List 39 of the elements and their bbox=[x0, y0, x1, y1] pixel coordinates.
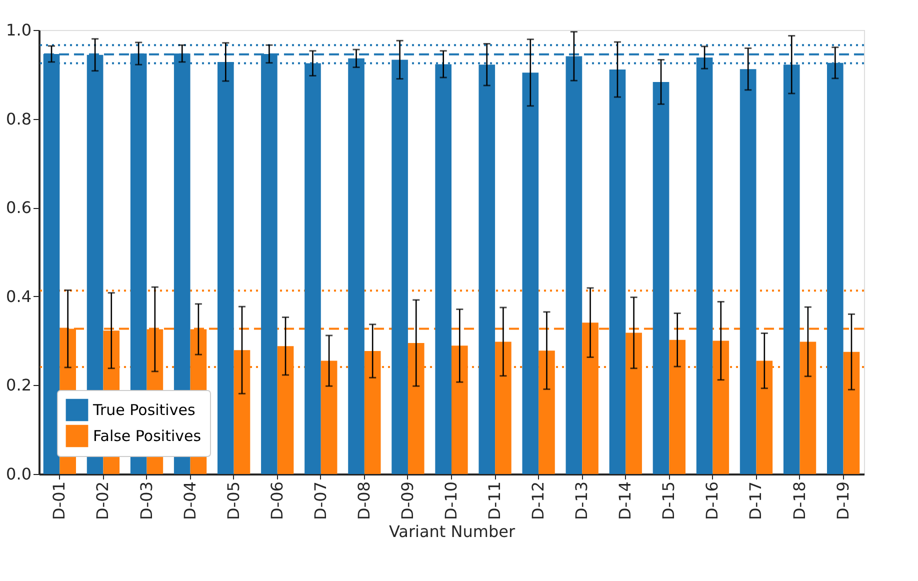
x-tick-label: D-18 bbox=[790, 482, 809, 520]
bar bbox=[609, 70, 626, 474]
x-tick-label: D-06 bbox=[267, 482, 286, 520]
x-tick-label: D-12 bbox=[528, 482, 548, 520]
x-tick-label: D-08 bbox=[354, 482, 374, 520]
x-tick-label: D-02 bbox=[93, 482, 112, 520]
x-tick-label: D-10 bbox=[442, 482, 460, 520]
x-tick-label: D-15 bbox=[659, 482, 678, 520]
x-tick-label: D-13 bbox=[572, 482, 592, 520]
bar bbox=[320, 360, 338, 474]
x-tick-label: D-03 bbox=[136, 482, 156, 520]
bar bbox=[843, 352, 860, 474]
x-tick-label: D-09 bbox=[398, 482, 417, 520]
legend-label: False Positives bbox=[93, 427, 202, 445]
bar bbox=[669, 340, 686, 474]
x-tick-label: D-17 bbox=[746, 482, 766, 520]
y-tick-label: 0.2 bbox=[6, 376, 32, 395]
x-tick-label: D-19 bbox=[833, 482, 852, 520]
x-tick-label: D-11 bbox=[485, 482, 504, 520]
y-tick-label: 0.6 bbox=[6, 198, 32, 218]
y-tick-label: 1.0 bbox=[6, 20, 32, 40]
bar bbox=[495, 342, 512, 474]
bar bbox=[452, 346, 468, 474]
y-tick-label: 0.4 bbox=[6, 286, 32, 306]
x-tick-label: D-14 bbox=[616, 482, 635, 520]
bar bbox=[800, 342, 816, 474]
x-tick-label: D-05 bbox=[224, 482, 243, 520]
y-tick-label: 0.0 bbox=[6, 464, 32, 484]
x-tick-label: D-07 bbox=[310, 482, 330, 520]
x-tick-label: D-04 bbox=[180, 482, 200, 520]
bar bbox=[740, 69, 756, 474]
legend-label: True Positives bbox=[92, 401, 196, 419]
bar bbox=[652, 82, 670, 474]
x-tick-label: D-01 bbox=[50, 482, 69, 520]
y-tick-label: 0.8 bbox=[6, 109, 32, 128]
bar bbox=[522, 72, 539, 474]
x-axis-title: Variant Number bbox=[388, 522, 516, 541]
bar bbox=[626, 332, 642, 474]
x-tick-label: D-16 bbox=[702, 482, 722, 520]
